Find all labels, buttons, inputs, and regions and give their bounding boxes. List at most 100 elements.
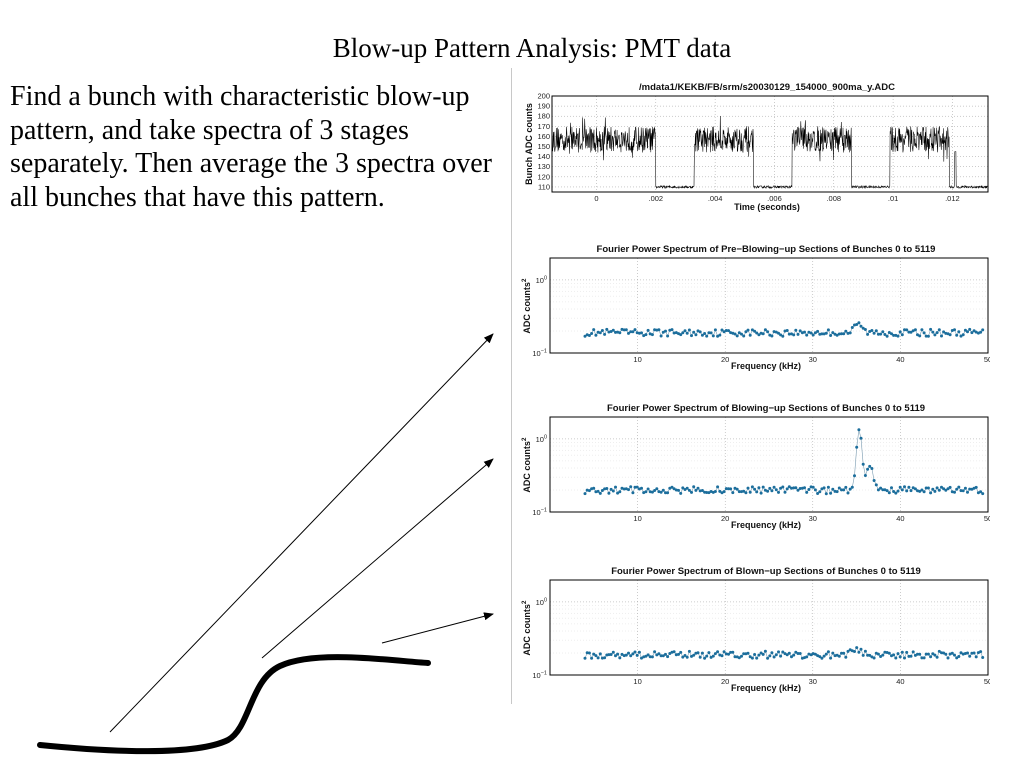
spectrum-point [905,328,909,332]
spectrum-point [829,334,833,337]
spectrum-blowing-x-label: Frequency (kHz) [731,520,801,530]
spectrum-point [763,649,767,653]
spectrum-point [979,490,983,494]
spectrum-point [944,488,948,492]
spectrum-point [681,486,685,490]
spectrum-point [794,486,798,490]
spectrum-point [774,653,778,657]
spectrum-point [637,650,641,654]
spectrum-point [794,650,798,654]
spectrum-point [750,328,754,332]
spectrum-pre-blowing-x-label: Frequency (kHz) [731,361,801,371]
spectrum-point [933,333,937,337]
spectrum-point [727,329,730,333]
spectrum-point [940,334,943,338]
spectrum-point [618,331,622,335]
spectrum-point [700,489,704,492]
spectrum-point [653,650,657,654]
spectrum-point [829,491,833,495]
spectrum-point [600,329,604,332]
spectrum-point [924,486,928,490]
spectrum-point [724,652,728,656]
spectrum-blown-up-y-label: ADC counts2 [521,600,532,656]
spectrum-point [926,486,930,490]
spectrum-point [966,330,969,334]
spectrum-point [870,329,874,332]
spectrum-pre-blowing-title: Fourier Power Spectrum of Pre−Blowing−up… [597,244,936,255]
spectrum-blowing-title: Fourier Power Spectrum of Blowing−up Sec… [607,403,925,414]
spectrum-point [748,490,752,494]
spectrum-point [929,327,933,331]
spectrum-point [611,328,615,332]
spectrum-point [918,334,922,338]
spectrum-point [872,331,876,335]
spectrum-point [853,650,856,653]
spectrum-point [633,650,637,654]
spectrum-point [844,655,848,659]
spectrum-point [777,331,780,335]
spectrum-point [768,486,772,490]
spectrum-point [629,485,633,489]
ts-y-tick-label: 170 [537,122,550,131]
spectrum-point [872,479,876,482]
spectrum-point [863,474,867,477]
spectrum-point [753,653,757,656]
spectrum-point [957,330,961,334]
spectrum-blown-up-title: Fourier Power Spectrum of Blown−up Secti… [611,566,921,577]
spectrum-point [590,332,594,335]
spectrum-point [805,490,809,494]
spectrum-point [920,328,924,332]
spectrum-point [685,331,689,335]
spectrum-x-tick-label: 10 [633,514,641,523]
spectrum-point [837,332,841,336]
spectrum-point [798,487,802,490]
spectrum-point [585,651,589,655]
arrow-to-blowing-spectrum [261,458,494,659]
spectrum-point [735,487,739,491]
spectrum-point [746,486,750,490]
spectrum-point [748,655,752,659]
spectrum-point [644,654,648,658]
spectrum-point [787,651,791,655]
spectrum-point [611,489,615,493]
spectrum-point [922,331,926,335]
spectrum-point [796,332,800,336]
spectrum-point [607,491,611,495]
spectrum-point [729,487,733,491]
ts-y-tick-label: 110 [538,182,550,191]
spectrum-point [631,652,635,656]
spectrum-point [666,491,670,495]
spectrum-point [859,436,863,440]
spectrum-y-tick-label: 100 [536,275,547,285]
spectrum-point [666,334,670,338]
spectrum-point [918,652,922,656]
spectrum-point [974,655,978,659]
spectrum-point [957,485,961,489]
spectrum-blowing-chart: Fourier Power Spectrum of Blowing−up Sec… [521,403,990,530]
spectrum-point [692,653,696,657]
spectrum-point [614,654,617,658]
spectrum-point [598,491,602,495]
spectrum-point [857,321,861,325]
spectrum-point [681,655,685,659]
spectrum-point [596,489,600,493]
spectrum-point [600,489,604,492]
spectrum-point [892,333,896,337]
spectrum-point [944,652,948,656]
spectrum-point [929,491,933,495]
spectrum-point [640,656,643,660]
spectrum-point [898,655,902,659]
spectrum-point [955,333,959,337]
spectrum-point [698,655,702,659]
spectrum-point [857,650,861,654]
spectrum-point [805,655,809,659]
spectrum-point [798,329,802,333]
spectrum-point [953,490,956,494]
ts-x-tick-label: .004 [708,194,723,203]
spectrum-point [755,490,759,494]
spectrum-point [618,490,622,494]
spectrum-point [770,334,774,338]
spectrum-point [826,485,830,489]
spectrum-point [794,328,798,332]
spectrum-blowing-panel: Fourier Power Spectrum of Blowing−up Sec… [520,400,990,535]
